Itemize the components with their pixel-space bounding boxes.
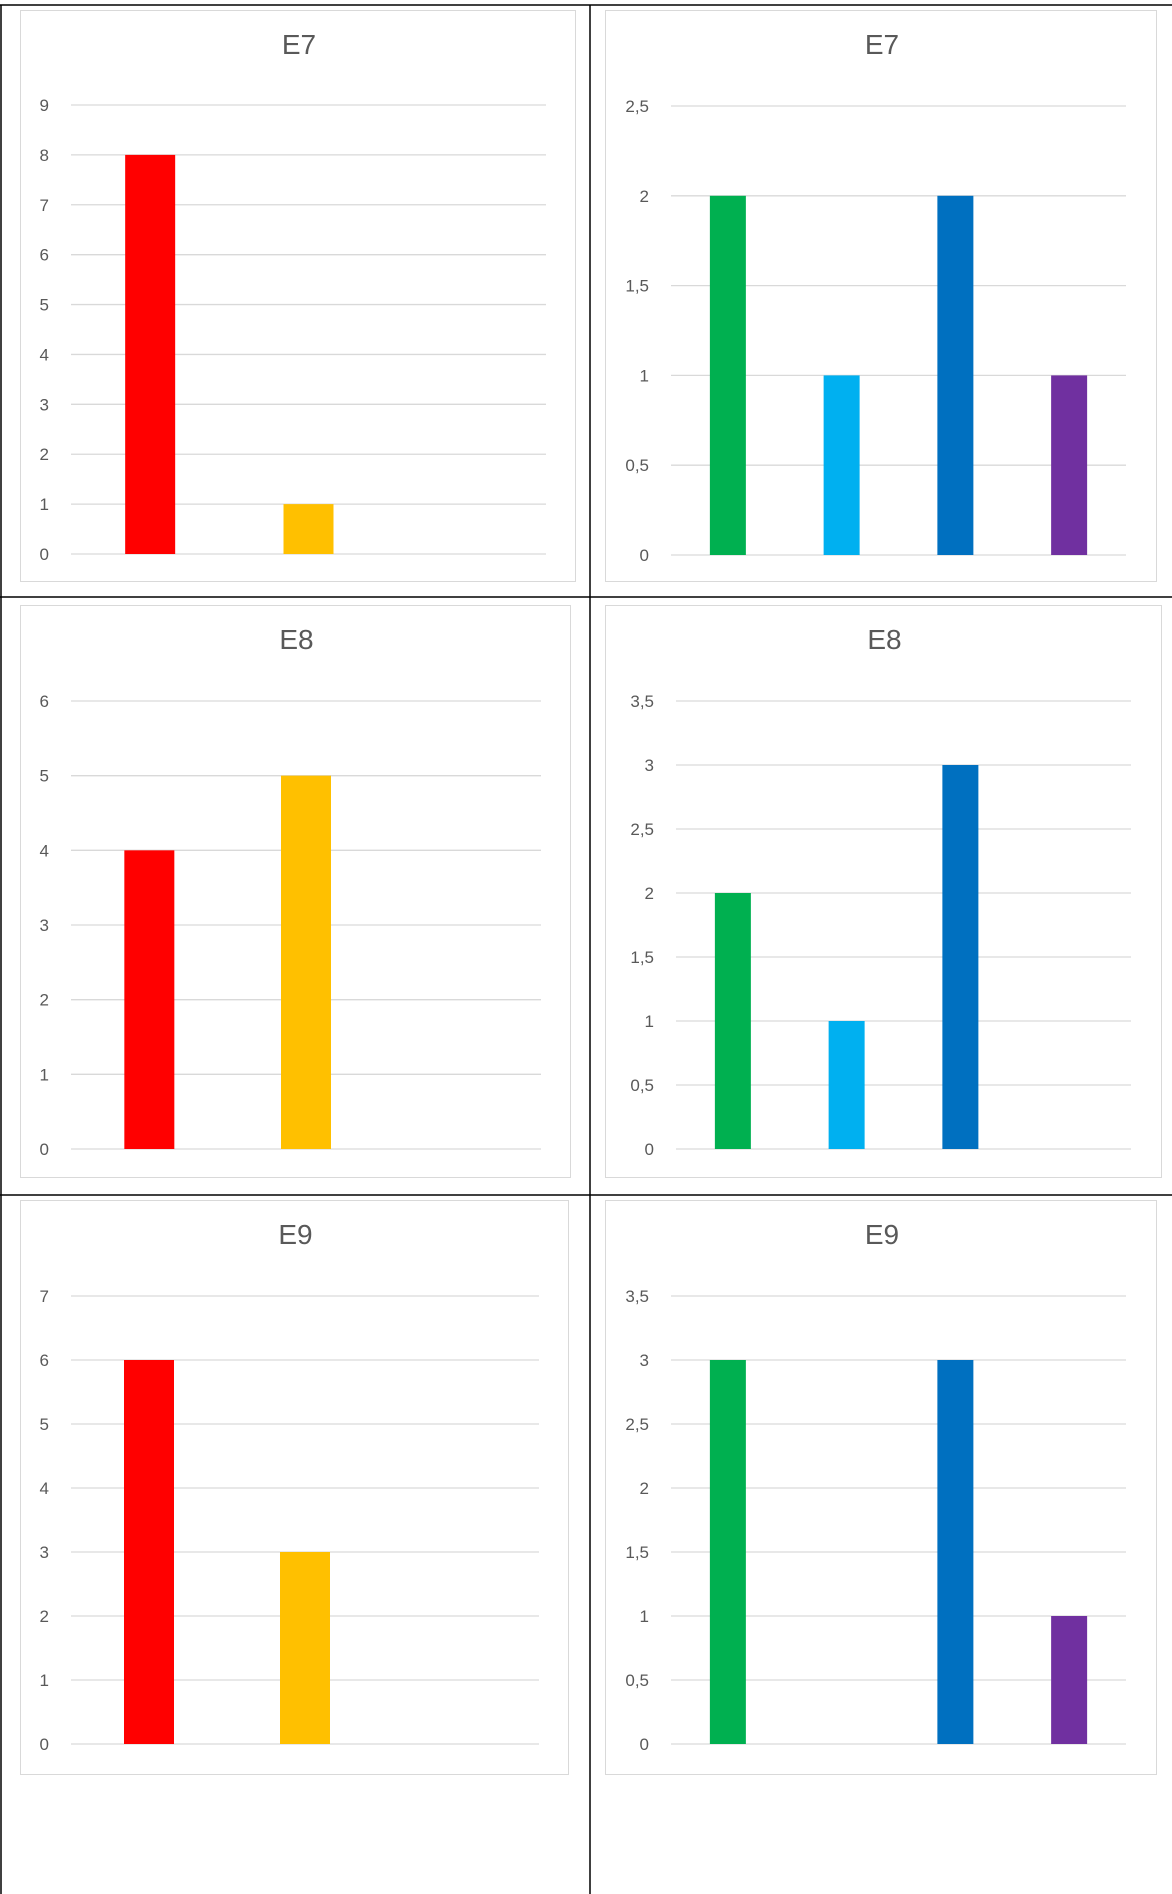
y-tick-label: 2,5: [625, 97, 649, 116]
y-tick-label: 4: [40, 345, 49, 364]
bar: [125, 154, 176, 554]
y-tick-label: 3: [645, 756, 654, 775]
bar: [281, 775, 331, 1149]
chart-title: E9: [278, 1219, 312, 1250]
y-tick-label: 3,5: [625, 1287, 649, 1306]
y-tick-label: 0,5: [625, 1671, 649, 1690]
y-tick-label: 1: [40, 495, 49, 514]
y-tick-label: 2,5: [625, 1415, 649, 1434]
y-tick-label: 5: [40, 1415, 49, 1434]
y-tick-label: 3: [40, 395, 49, 414]
y-tick-label: 2: [640, 1479, 649, 1498]
bar: [937, 195, 974, 556]
bar: [1051, 1616, 1088, 1744]
y-tick-label: 6: [40, 246, 49, 265]
chart-svg: E7 0 1 2 3 4 5 6 7 8 9: [40, 29, 546, 564]
y-tick-label: 3: [40, 1543, 49, 1562]
y-tick-label: 0: [640, 546, 649, 565]
bar: [937, 1360, 974, 1744]
chart-title: E8: [867, 624, 901, 655]
y-tick-label: 9: [40, 96, 49, 115]
chart-svg: E8 0 0,5 1 1,5 2 2,5 3 3,5: [630, 624, 1131, 1159]
bar: [1051, 375, 1088, 555]
chart-e8-categories-a: E8 0 1 2 3 4 5 6: [20, 605, 571, 1178]
y-tick-label: 1,5: [625, 1543, 649, 1562]
chart-svg: E8 0 1 2 3 4 5 6: [40, 624, 541, 1159]
y-tick-label: 0: [40, 1140, 49, 1159]
y-tick-label: 2: [640, 187, 649, 206]
y-tick-label: 1: [40, 1671, 49, 1690]
chart-svg: E9 0 1 2 3 4 5 6 7: [40, 1219, 539, 1754]
chart-e7-categories-b: E7 0 0,5 1 1,5 2 2,5: [605, 10, 1157, 582]
y-tick-label: 1: [40, 1065, 49, 1084]
bar: [124, 1360, 174, 1744]
y-tick-label: 0: [645, 1140, 654, 1159]
bar: [283, 504, 334, 554]
chart-svg: E7 0 0,5 1 1,5 2 2,5: [625, 29, 1126, 565]
y-tick-label: 1,5: [625, 277, 649, 296]
chart-title: E7: [865, 29, 899, 60]
y-tick-label: 0,5: [625, 456, 649, 475]
bar: [280, 1552, 330, 1744]
y-tick-label: 0,5: [630, 1076, 654, 1095]
chart-e9-categories-a: E9 0 1 2 3 4 5 6 7: [20, 1200, 569, 1775]
y-tick-label: 1: [640, 1607, 649, 1626]
y-tick-label: 3: [40, 916, 49, 935]
y-tick-label: 3: [640, 1351, 649, 1370]
bar: [828, 1021, 865, 1149]
y-tick-label: 6: [40, 1351, 49, 1370]
y-tick-label: 4: [40, 1479, 49, 1498]
bar: [823, 375, 860, 555]
y-tick-label: 2,5: [630, 820, 654, 839]
chart-e9-categories-b: E9 0 0,5 1 1,5 2 2,5 3 3,5: [605, 1200, 1157, 1775]
y-tick-label: 2: [40, 445, 49, 464]
y-tick-label: 0: [640, 1735, 649, 1754]
y-tick-label: 8: [40, 146, 49, 165]
chart-svg: E9 0 0,5 1 1,5 2 2,5 3 3,5: [625, 1219, 1126, 1754]
chart-e8-categories-b: E8 0 0,5 1 1,5 2 2,5 3 3,5: [605, 605, 1162, 1178]
y-tick-label: 0: [40, 1735, 49, 1754]
chart-title: E9: [865, 1219, 899, 1250]
y-tick-label: 6: [40, 692, 49, 711]
bar: [714, 893, 751, 1149]
y-tick-label: 0: [40, 545, 49, 564]
y-tick-label: 5: [40, 767, 49, 786]
chart-title: E8: [279, 624, 313, 655]
y-tick-label: 2: [645, 884, 654, 903]
bar: [942, 765, 979, 1149]
y-tick-label: 1: [640, 366, 649, 385]
chart-e7-categories-a: E7 0 1 2 3 4 5 6 7 8 9: [20, 10, 576, 582]
y-tick-label: 3,5: [630, 692, 654, 711]
chart-title: E7: [282, 29, 316, 60]
bar: [709, 195, 746, 556]
y-tick-label: 7: [40, 196, 49, 215]
y-tick-label: 1,5: [630, 948, 654, 967]
y-tick-label: 2: [40, 1607, 49, 1626]
y-tick-label: 4: [40, 841, 49, 860]
y-tick-label: 2: [40, 991, 49, 1010]
bar: [709, 1360, 746, 1744]
bar: [124, 850, 175, 1149]
y-tick-label: 1: [645, 1012, 654, 1031]
y-tick-label: 7: [40, 1287, 49, 1306]
y-tick-label: 5: [40, 296, 49, 315]
